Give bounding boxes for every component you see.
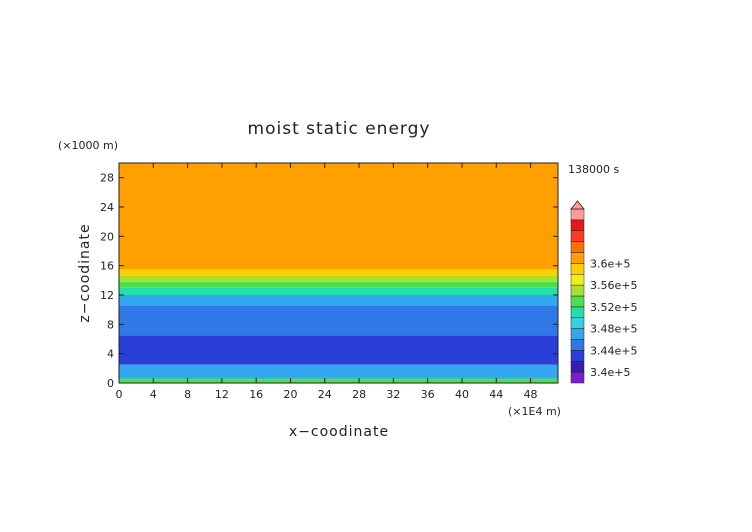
colorbar-swatch-15 <box>570 208 585 221</box>
x-tick-label-7: 28 <box>352 388 366 401</box>
x-tick-label-12: 48 <box>524 388 538 401</box>
x-tick-label-9: 36 <box>421 388 435 401</box>
colorbar-label-5: 3.6e+5 <box>590 257 630 270</box>
field-layer-9 <box>119 163 558 270</box>
y-tick-label-0: 0 <box>107 377 114 390</box>
colorbar-swatch-11 <box>570 252 585 264</box>
colorbar-swatch-6 <box>570 306 585 318</box>
x-tick-label-6: 24 <box>318 388 332 401</box>
x-tick-label-0: 0 <box>116 388 123 401</box>
colorbar-swatch-10 <box>570 263 585 275</box>
colorbar-swatch-4 <box>570 328 585 340</box>
chart-title: moist static energy <box>248 119 431 139</box>
field-layer-5 <box>119 287 558 295</box>
colorbar-label-3: 3.52e+5 <box>590 301 637 314</box>
x-tick-label-8: 32 <box>386 388 400 401</box>
y-unit-label: (×1000 m) <box>58 139 118 152</box>
field-layer-3 <box>119 306 558 336</box>
x-tick-label-4: 16 <box>249 388 263 401</box>
colorbar-label-1: 3.44e+5 <box>590 344 637 357</box>
colorbar-label-2: 3.48e+5 <box>590 323 637 336</box>
colorbar: 3.4e+5 3.44e+5 3.48e+5 3.52e+5 3.56e+5 3.6e+5 <box>570 200 637 384</box>
y-axis-label: z−coodinate <box>77 223 93 322</box>
field-layer-0 <box>119 378 558 383</box>
field-layer-1 <box>119 364 558 379</box>
y-tick-label-1: 4 <box>107 348 114 361</box>
colorbar-swatch-8 <box>570 284 585 297</box>
field-layer-8 <box>119 269 558 276</box>
colorbar-swatch-1 <box>570 361 585 373</box>
x-tick-label-11: 44 <box>489 388 503 401</box>
plot-area <box>119 163 558 383</box>
colorbar-swatch-7 <box>570 295 585 308</box>
y-tick-label-3: 12 <box>100 289 114 302</box>
colorbar-label-4: 3.56e+5 <box>590 279 637 292</box>
colorbar-extend-arrow <box>570 200 585 210</box>
y-tick-label-7: 28 <box>100 172 114 185</box>
colorbar-swatch-14 <box>570 219 585 231</box>
colorbar-label-0: 3.4e+5 <box>590 366 630 379</box>
colorbar-swatch-0 <box>570 371 585 384</box>
y-tick-label-4: 16 <box>100 260 114 273</box>
y-tick-label-2: 8 <box>107 318 114 331</box>
colorbar-swatch-12 <box>570 241 585 253</box>
colorbar-swatch-2 <box>570 350 585 362</box>
x-tick-label-3: 12 <box>215 388 229 401</box>
colorbar-swatch-3 <box>570 339 585 351</box>
colorbar-swatch-13 <box>570 230 585 242</box>
x-tick-label-5: 20 <box>283 388 297 401</box>
x-tick-label-10: 40 <box>455 388 469 401</box>
x-tick-label-2: 8 <box>184 388 191 401</box>
y-tick-label-5: 20 <box>100 230 114 243</box>
field-layer-4 <box>119 295 558 306</box>
plot-frame <box>118 162 559 384</box>
x-tick-label-1: 4 <box>150 388 157 401</box>
field-layer-2 <box>119 335 558 365</box>
x-axis-label: x−coodinate <box>289 424 389 440</box>
colorbar-swatch-9 <box>570 274 585 286</box>
field-layer-6 <box>119 281 558 288</box>
time-label: 138000 s <box>568 163 619 176</box>
colorbar-swatch-5 <box>570 317 585 329</box>
x-unit-label: (×1E4 m) <box>508 405 561 418</box>
field-layer-7 <box>119 275 558 282</box>
y-tick-label-6: 24 <box>100 201 114 214</box>
